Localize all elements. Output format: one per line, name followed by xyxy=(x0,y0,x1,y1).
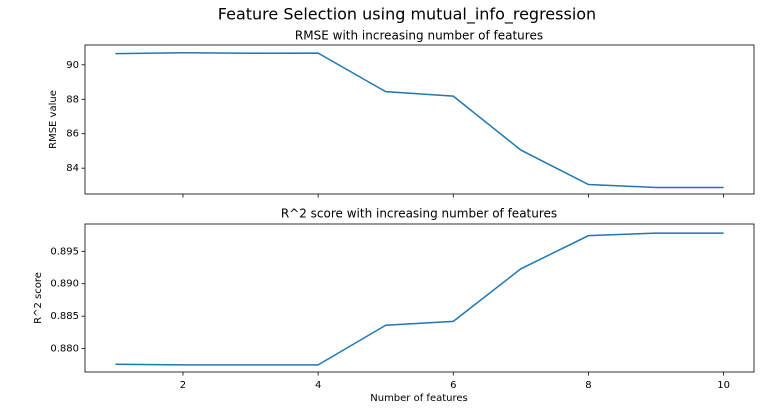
rmse-data-point xyxy=(452,95,454,97)
r2-series-line xyxy=(115,232,724,366)
rmse-data-point xyxy=(587,184,589,186)
rmse-series-line xyxy=(115,51,724,189)
rmse-y-tick-label: 84 xyxy=(66,163,79,174)
r2-data-point xyxy=(655,232,657,234)
r2-x-tick-label: 10 xyxy=(717,380,730,391)
rmse-y-tick-label: 90 xyxy=(66,60,79,71)
r2-series xyxy=(114,232,725,366)
rmse-data-point xyxy=(182,52,184,54)
r2-x-tick-label: 4 xyxy=(315,380,321,391)
rmse-data-point xyxy=(655,186,657,188)
r2-y-tick-label: 0.895 xyxy=(50,246,79,257)
rmse-y-tick-label: 86 xyxy=(66,129,79,140)
r2-x-tick-label: 2 xyxy=(180,380,186,391)
rmse-y-axis-label: RMSE value xyxy=(48,90,59,149)
r2-data-point xyxy=(385,324,387,326)
rmse-panel-title: RMSE with increasing number of features xyxy=(295,29,543,43)
r2-panel: R^2 score with increasing number of feat… xyxy=(33,207,755,404)
r2-y-tick-label: 0.885 xyxy=(50,311,79,322)
rmse-x-ticks xyxy=(182,194,724,198)
r2-data-point xyxy=(723,232,725,234)
r2-y-tick-label: 0.880 xyxy=(50,344,79,355)
rmse-data-point xyxy=(250,52,252,54)
r2-data-point xyxy=(114,363,116,365)
r2-data-point xyxy=(250,364,252,366)
r2-x-tick-label: 6 xyxy=(450,380,456,391)
r2-y-axis-label: R^2 score xyxy=(33,272,44,324)
rmse-series xyxy=(114,51,725,189)
rmse-plot-frame xyxy=(84,44,755,195)
r2-data-point xyxy=(317,364,319,366)
r2-y-ticks: 0.880 0.885 0.890 0.895 xyxy=(50,246,85,355)
rmse-y-ticks: 84 86 88 90 xyxy=(66,60,85,174)
rmse-data-point xyxy=(114,53,116,55)
r2-panel-title: R^2 score with increasing number of feat… xyxy=(281,207,557,221)
figure-suptitle: Feature Selection using mutual_info_regr… xyxy=(218,5,596,25)
x-axis-label: Number of features xyxy=(370,393,467,404)
r2-plot-frame xyxy=(84,223,755,373)
rmse-data-point xyxy=(723,186,725,188)
rmse-data-point xyxy=(385,91,387,93)
rmse-y-tick-label: 88 xyxy=(66,94,79,105)
r2-x-tick-label: 8 xyxy=(585,380,591,391)
r2-data-point xyxy=(182,364,184,366)
rmse-data-point xyxy=(317,52,319,54)
r2-x-ticks: 2 4 6 8 10 xyxy=(180,372,730,391)
r2-y-tick-label: 0.890 xyxy=(50,279,79,290)
r2-data-point xyxy=(520,268,522,270)
r2-data-point xyxy=(452,320,454,322)
rmse-panel: RMSE with increasing number of features … xyxy=(48,29,755,198)
rmse-data-point xyxy=(520,149,522,151)
r2-data-point xyxy=(587,235,589,237)
